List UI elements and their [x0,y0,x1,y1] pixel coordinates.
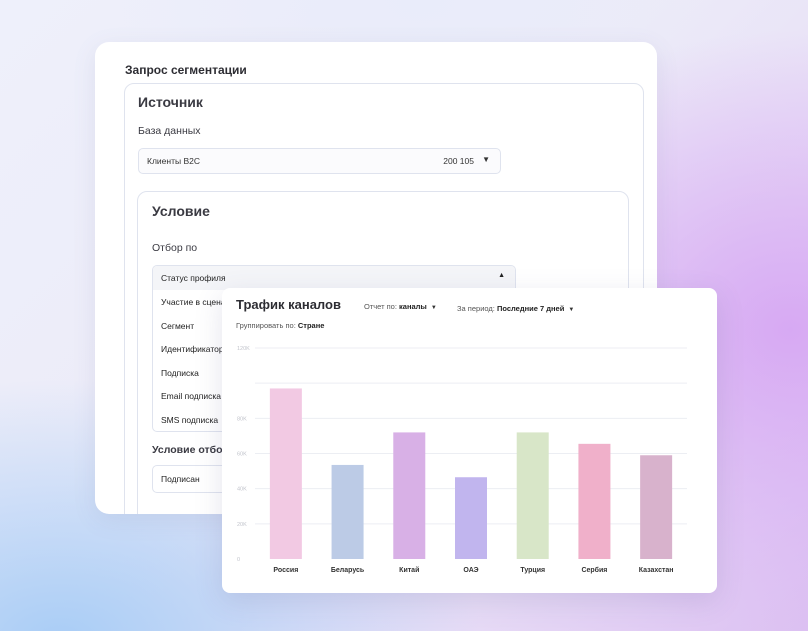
caret-down-icon: ▼ [430,305,437,311]
traffic-chart-panel: Трафик каналов Отчет по: каналы ▼ За пер… [222,288,717,593]
bar-chart: 0 20K 40K 60K 80K 120K Россия Беларусь Китай ОАЭ Т… [237,346,687,574]
database-value: Клиенты B2C [147,156,200,166]
group-by-label: Группировать по: [236,321,296,330]
filter-label: Отбор по [152,242,198,254]
filter-option-label: Участие в сцена [161,297,226,307]
y-tick-label: 80K [237,416,247,422]
group-by-value: Стране [297,321,325,330]
filter-option-label: Сегмент [161,320,195,331]
condition-heading: Условие [152,203,210,219]
x-tick-label: Беларусь [331,567,365,574]
database-label: База данных [138,125,201,137]
database-count: 200 105 [443,156,474,166]
caret-up-icon: ▲ [498,272,505,279]
report-by-select[interactable]: Отчет по: каналы ▼ [364,302,437,311]
x-tick-label: Россия [273,567,298,574]
filter-option-label: Подписка [161,367,199,378]
panel-title: Запрос сегментации [125,63,247,77]
filter-option[interactable]: SMS подписка [153,408,515,432]
filter-option-label: Идентификатор [161,344,224,354]
caret-down-icon: ▼ [482,155,490,164]
y-tick-label: 60K [237,452,247,458]
group-by-select[interactable]: Группировать по: Стране [236,321,324,330]
bar [269,388,302,559]
filter-option-label: Email подписка [161,391,221,401]
period-label: За период: [457,304,495,313]
filter-selected-label: Статус профиля [161,273,226,283]
filter-option[interactable]: Подписка [153,361,515,385]
database-select[interactable]: Клиенты B2C 200 105 ▼ [138,148,501,174]
filter-option[interactable]: Сегмент [153,314,515,338]
y-tick-label: 0 [237,557,240,563]
y-tick-label: 20K [237,522,247,528]
filter-option[interactable]: Участие в сцена [153,290,515,314]
caret-down-icon: ▼ [568,307,575,313]
filter-option[interactable]: Email подписка [153,384,515,408]
x-tick-label: Сербия [581,566,607,574]
filter-option[interactable]: Идентификатор [153,337,515,361]
source-heading: Источник [138,94,203,110]
report-by-label: Отчет по: [364,302,397,311]
period-value: Последние 7 дней [496,304,565,313]
bar [516,432,549,559]
x-tick-label: Турция [520,567,545,574]
x-tick-label: ОАЭ [463,567,478,574]
report-by-value: каналы [399,302,427,311]
condition-value: Подписан [161,474,200,484]
bar [640,455,673,559]
y-tick-label: 40K [237,487,247,493]
y-tick-label: 120K [237,346,250,352]
bar [393,432,426,559]
bar [455,477,487,559]
filter-option-label: SMS подписка [161,414,219,425]
bar [578,443,611,559]
bar [331,464,364,559]
period-select[interactable]: За период: Последние 7 дней ▼ [457,304,574,313]
condition-label: Условие отбор [152,444,229,456]
x-tick-label: Китай [399,566,419,574]
chart-title: Трафик каналов [236,297,341,312]
filter-selected[interactable]: Статус профиля ▲ [153,266,515,290]
x-tick-label: Казахстан [639,567,674,574]
